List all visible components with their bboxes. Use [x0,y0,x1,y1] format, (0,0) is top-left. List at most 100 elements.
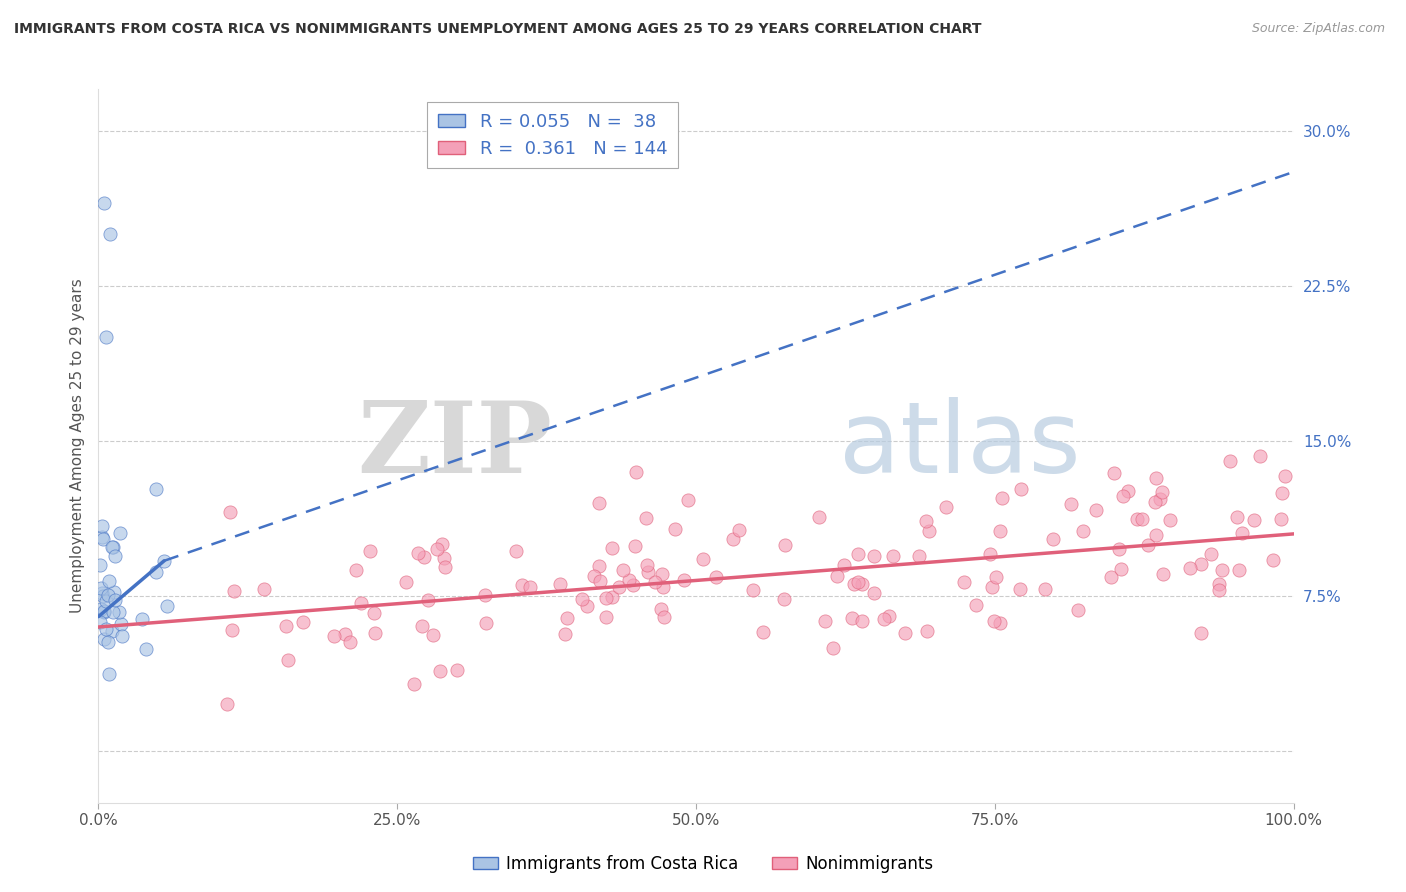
Point [339,635,361,649]
Point [422,628,444,642]
Point [413,550,436,565]
Point [1067,603,1090,617]
Point [1008,582,1031,597]
Point [395,575,418,590]
Point [821,641,844,656]
Point [153,554,176,568]
Point [915,514,938,528]
Point [1099,569,1122,583]
Point [1274,469,1296,483]
Point [89,615,111,629]
Point [221,623,243,637]
Point [773,538,796,552]
Point [100,624,122,638]
Point [1180,561,1202,575]
Point [104,549,127,563]
Point [217,697,239,711]
Point [935,500,957,514]
Point [429,664,451,678]
Point [575,599,598,613]
Point [145,566,167,580]
Point [637,565,659,579]
Point [103,541,125,555]
Point [728,523,751,537]
Point [600,590,623,604]
Text: Source: ZipAtlas.com: Source: ZipAtlas.com [1251,22,1385,36]
Point [988,615,1011,630]
Point [609,580,631,594]
Point [344,563,367,577]
Point [1271,485,1294,500]
Point [91,586,114,600]
Point [1226,510,1249,524]
Point [588,558,610,573]
Point [1219,454,1241,468]
Point [96,635,118,649]
Point [651,580,673,594]
Point [91,589,114,603]
Point [94,622,117,636]
Point [862,585,884,599]
Text: atlas: atlas [839,398,1081,494]
Point [364,626,387,640]
Point [752,625,775,640]
Point [873,612,896,626]
Point [1033,582,1056,596]
Point [519,580,541,594]
Point [411,619,433,633]
Point [98,227,122,241]
Point [907,549,929,563]
Point [555,611,578,625]
Point [952,575,974,590]
Point [595,591,617,605]
Point [773,591,796,606]
Point [1010,482,1032,496]
Point [1149,491,1171,506]
Point [426,542,449,557]
Point [1102,466,1125,480]
Point [846,574,869,589]
Point [1189,557,1212,571]
Point [894,626,917,640]
Point [807,510,830,524]
Point [89,558,111,573]
Point [446,663,468,677]
Point [965,599,987,613]
Point [1152,566,1174,581]
Point [1042,532,1064,546]
Point [110,616,132,631]
Point [98,574,121,588]
Point [1249,449,1271,463]
Point [644,574,666,589]
Point [571,591,593,606]
Point [93,632,115,646]
Point [841,611,863,625]
Point [96,594,118,608]
Point [1243,513,1265,527]
Point [600,541,623,555]
Point [1071,524,1094,538]
Point [1263,553,1285,567]
Point [1227,563,1250,577]
Point [846,547,869,561]
Point [1189,625,1212,640]
Point [721,532,744,546]
Point [433,560,456,574]
Point [832,558,855,573]
Point [851,614,873,628]
Point [554,627,576,641]
Point [673,574,696,588]
Point [97,588,120,602]
Legend: Immigrants from Costa Rica, Nonimmigrants: Immigrants from Costa Rica, Nonimmigrant… [467,848,939,880]
Point [986,570,1008,584]
Point [863,549,886,563]
Point [814,615,837,629]
Point [108,605,131,619]
Point [825,568,848,582]
Point [131,612,153,626]
Point [359,544,381,558]
Point [1270,512,1292,526]
Point [322,630,344,644]
Point [991,491,1014,506]
Point [253,582,276,596]
